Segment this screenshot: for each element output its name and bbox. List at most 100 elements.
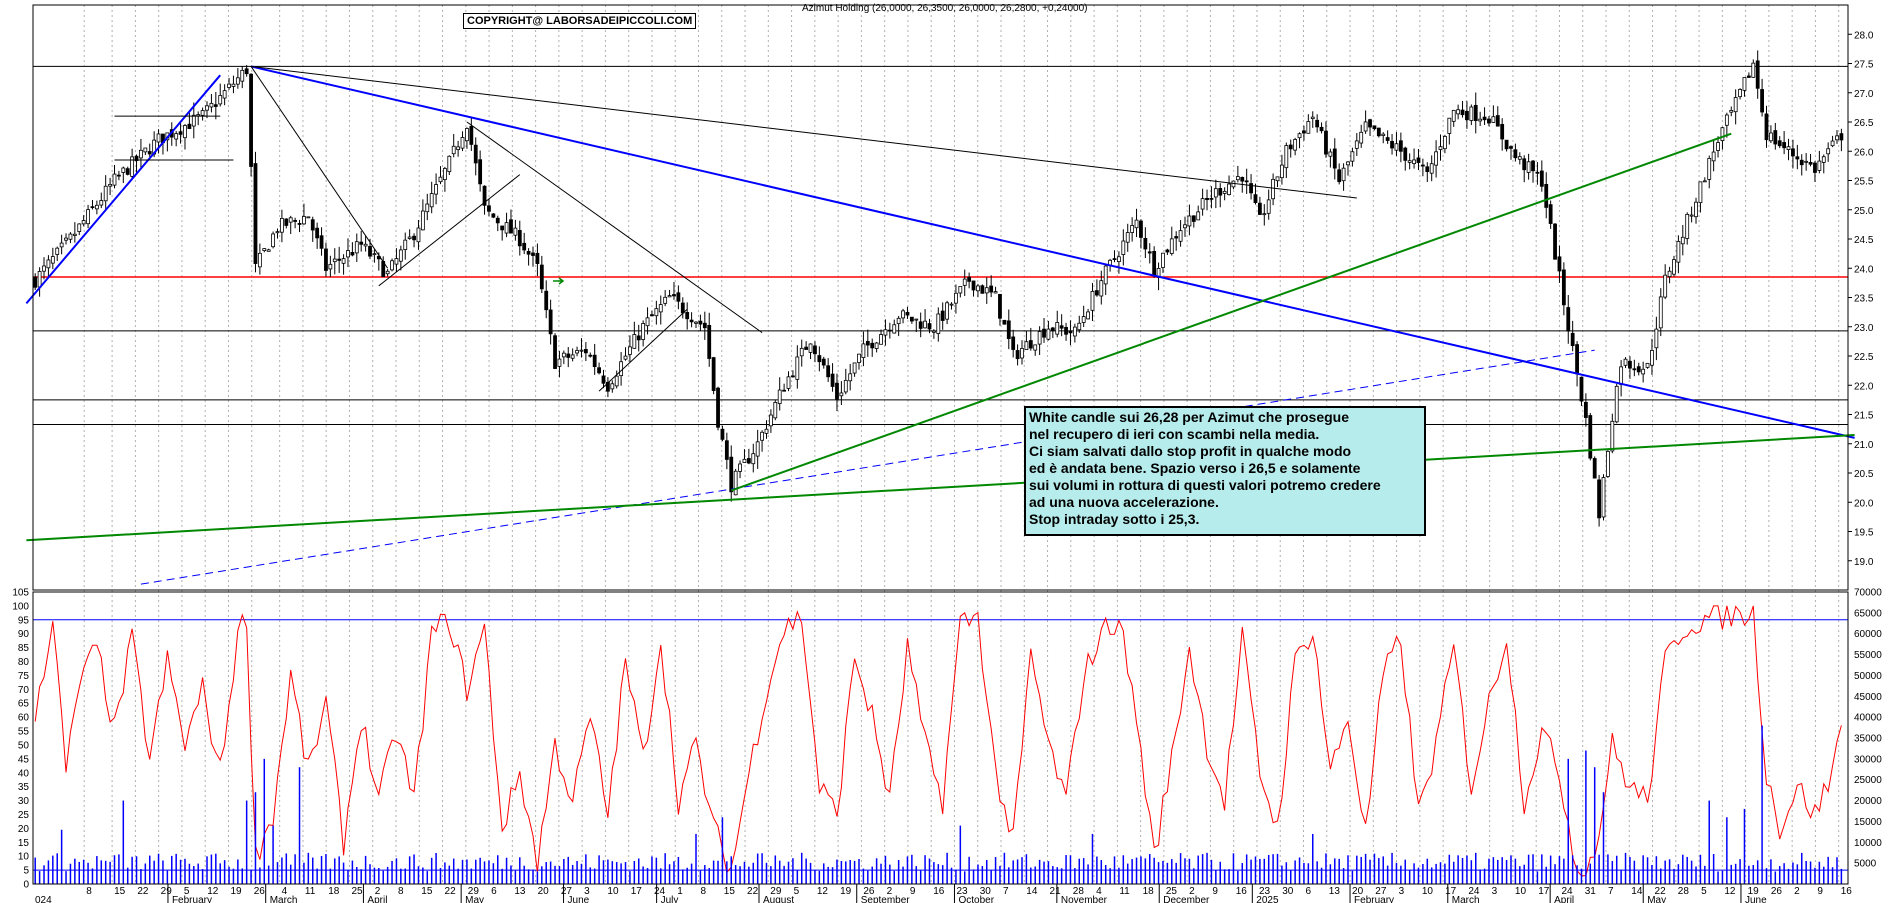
price-tick-label: 27.0: [1854, 89, 1874, 100]
candle-body: [1376, 127, 1381, 137]
candle-body: [478, 159, 483, 185]
oscillator-tick-label: 20: [18, 824, 30, 835]
price-tick-label: 25.0: [1854, 206, 1874, 217]
candle-body: [1280, 164, 1284, 179]
volume-tick-label: 25000: [1854, 775, 1882, 786]
candle-body: [1531, 160, 1535, 172]
candle-body: [1570, 332, 1575, 347]
candle-body: [879, 334, 883, 345]
candle-body: [59, 242, 64, 248]
candle-body: [883, 329, 888, 336]
volume-tick-label: 30000: [1854, 754, 1882, 765]
price-tick-label: 21.0: [1854, 440, 1874, 451]
candle-body: [777, 389, 782, 404]
candle-body: [37, 271, 42, 288]
volume-tick-label: 20000: [1854, 796, 1882, 807]
candle-body: [570, 354, 575, 359]
candle-body: [271, 233, 275, 248]
candle-body: [1733, 97, 1738, 113]
candle-body: [936, 313, 941, 334]
candle-body: [1042, 328, 1046, 338]
candle-body: [522, 242, 527, 251]
month-tick-label: May: [1647, 895, 1666, 903]
oscillator-tick-label: 95: [18, 615, 30, 626]
candle-body: [1403, 147, 1408, 161]
candle-body: [887, 329, 892, 332]
candle-body: [1623, 358, 1628, 366]
candle-body: [1522, 158, 1527, 171]
candle-body: [200, 110, 205, 116]
day-tick-label: 6: [1306, 886, 1312, 897]
candle-body: [46, 259, 51, 269]
candle-body: [350, 252, 355, 256]
day-tick-label: 15: [114, 886, 126, 897]
candle-body: [416, 227, 421, 243]
candle-body: [984, 287, 989, 294]
candle-body: [724, 440, 729, 460]
price-tick-label: 24.0: [1854, 264, 1874, 275]
candle-body: [1438, 146, 1443, 150]
month-tick-label: February: [1354, 895, 1394, 903]
candle-body: [1650, 350, 1654, 366]
candle-body: [1341, 167, 1346, 182]
price-tick-label: 25.5: [1854, 177, 1874, 188]
candle-body: [676, 292, 681, 302]
candle-body: [1416, 157, 1421, 163]
candle-body: [72, 233, 77, 236]
candle-body: [835, 382, 839, 400]
candle-body: [280, 218, 284, 233]
oscillator-tick-label: 25: [18, 810, 30, 821]
candle-body: [346, 250, 350, 258]
candle-body: [971, 280, 976, 291]
day-tick-label: 22: [445, 886, 457, 897]
volume-tick-label: 15000: [1854, 817, 1882, 828]
candle-body: [601, 375, 606, 384]
candle-body: [980, 285, 985, 294]
candle-body: [799, 347, 804, 357]
candle-body: [1178, 230, 1183, 242]
candle-body: [1443, 136, 1447, 150]
candle-body: [513, 227, 518, 236]
price-tick-label: 27.5: [1854, 60, 1874, 71]
month-tick-label: December: [1163, 895, 1210, 903]
candle-body: [1566, 307, 1571, 332]
day-tick-label: 4: [1096, 886, 1102, 897]
price-tick-label: 23.0: [1854, 323, 1874, 334]
day-tick-label: 11: [305, 886, 316, 897]
candle-body: [1610, 420, 1615, 452]
day-tick-label: 10: [1422, 886, 1434, 897]
candle-body: [147, 151, 152, 155]
candle-body: [993, 291, 998, 294]
oscillator-tick-label: 100: [12, 601, 29, 612]
candle-body: [1315, 119, 1320, 128]
candle-body: [557, 358, 562, 367]
date-axis: 8 15 22 29 5 12 19 26 4 11 18 25 2 8 15 22 29 6 13 20 27 3 10 1…: [35, 884, 1852, 903]
candle-body: [742, 458, 747, 463]
candle-body: [839, 392, 844, 397]
candle-body: [1222, 190, 1227, 194]
candle-body: [1460, 109, 1465, 116]
candle-body: [861, 343, 866, 358]
candle-body: [1381, 133, 1386, 136]
candle-body: [1213, 188, 1218, 198]
candle-body: [1813, 162, 1817, 173]
candle-body: [1606, 450, 1610, 477]
day-tick-label: 3: [1399, 886, 1405, 897]
candle-body: [447, 155, 452, 173]
candle-body: [645, 317, 650, 327]
candle-body: [535, 252, 540, 264]
annotation-line: Stop intraday sotto i 25,3.: [1029, 511, 1200, 527]
candle-body: [1112, 258, 1117, 260]
day-tick-label: 10: [1515, 886, 1527, 897]
candle-body: [1751, 62, 1756, 78]
day-tick-label: 2: [1189, 886, 1195, 897]
trendline: [25, 74, 221, 304]
signal-arrow-icon: [553, 277, 565, 285]
day-tick-label: 17: [631, 886, 643, 897]
month-tick-label: September: [861, 895, 911, 903]
candle-body: [1319, 126, 1324, 132]
candle-body: [1513, 149, 1518, 159]
candle-body: [1284, 145, 1289, 169]
month-tick-label: June: [568, 895, 590, 903]
day-tick-label: 7: [1003, 886, 1009, 897]
